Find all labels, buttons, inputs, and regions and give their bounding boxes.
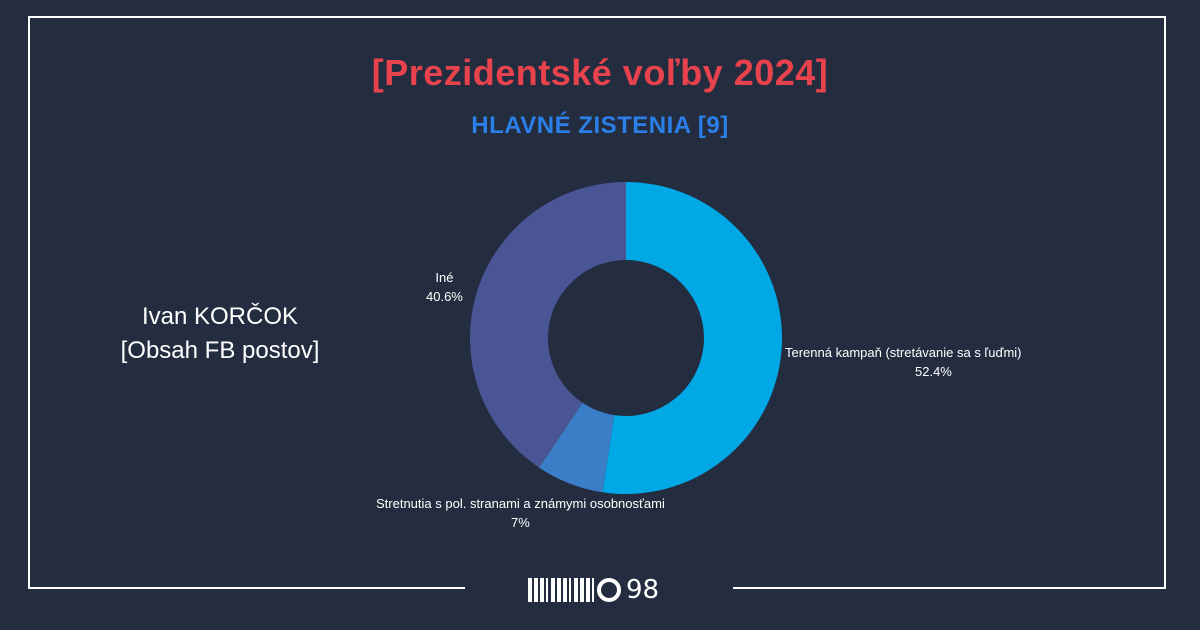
slice-ine [469,182,626,468]
slice-label-terenna-name: Terenná kampaň (stretávanie sa s ľuďmi) [785,345,1022,360]
slice-label-ine: Iné 40.6% [426,268,463,306]
logo-block-e [551,578,571,602]
slice-terenna [602,182,782,494]
logo-ring [597,578,621,602]
person-name: Ivan KORČOK [141,303,299,330]
slice-label-terenna: Terenná kampaň (stretávanie sa s ľuďmi) … [785,343,1022,381]
slice-label-ine-value: 40.6% [426,289,463,304]
slice-label-stretnutia: Stretnutia s pol. stranami a známymi oso… [376,494,665,532]
slice-label-stretnutia-value: 7% [511,515,530,530]
slice-stretnutia [539,402,615,493]
logo-block-m2 [574,578,594,602]
slice-label-terenna-value: 52.4% [915,364,952,379]
slice-label-stretnutia-name: Stretnutia s pol. stranami a známymi oso… [376,496,665,511]
logo-number: 98 [626,575,660,605]
logo-block-m1 [528,578,548,602]
person-subject: [Obsah FB postov] [120,337,320,364]
person-caption: Ivan KORČOK [Obsah FB postov] [60,300,380,368]
memo98-logo: 98 [528,576,659,604]
page-title: [Prezidentské voľby 2024] [371,52,829,93]
page-subtitle: HLAVNÉ ZISTENIA [9] [471,112,729,139]
slice-label-ine-name: Iné [435,270,454,285]
